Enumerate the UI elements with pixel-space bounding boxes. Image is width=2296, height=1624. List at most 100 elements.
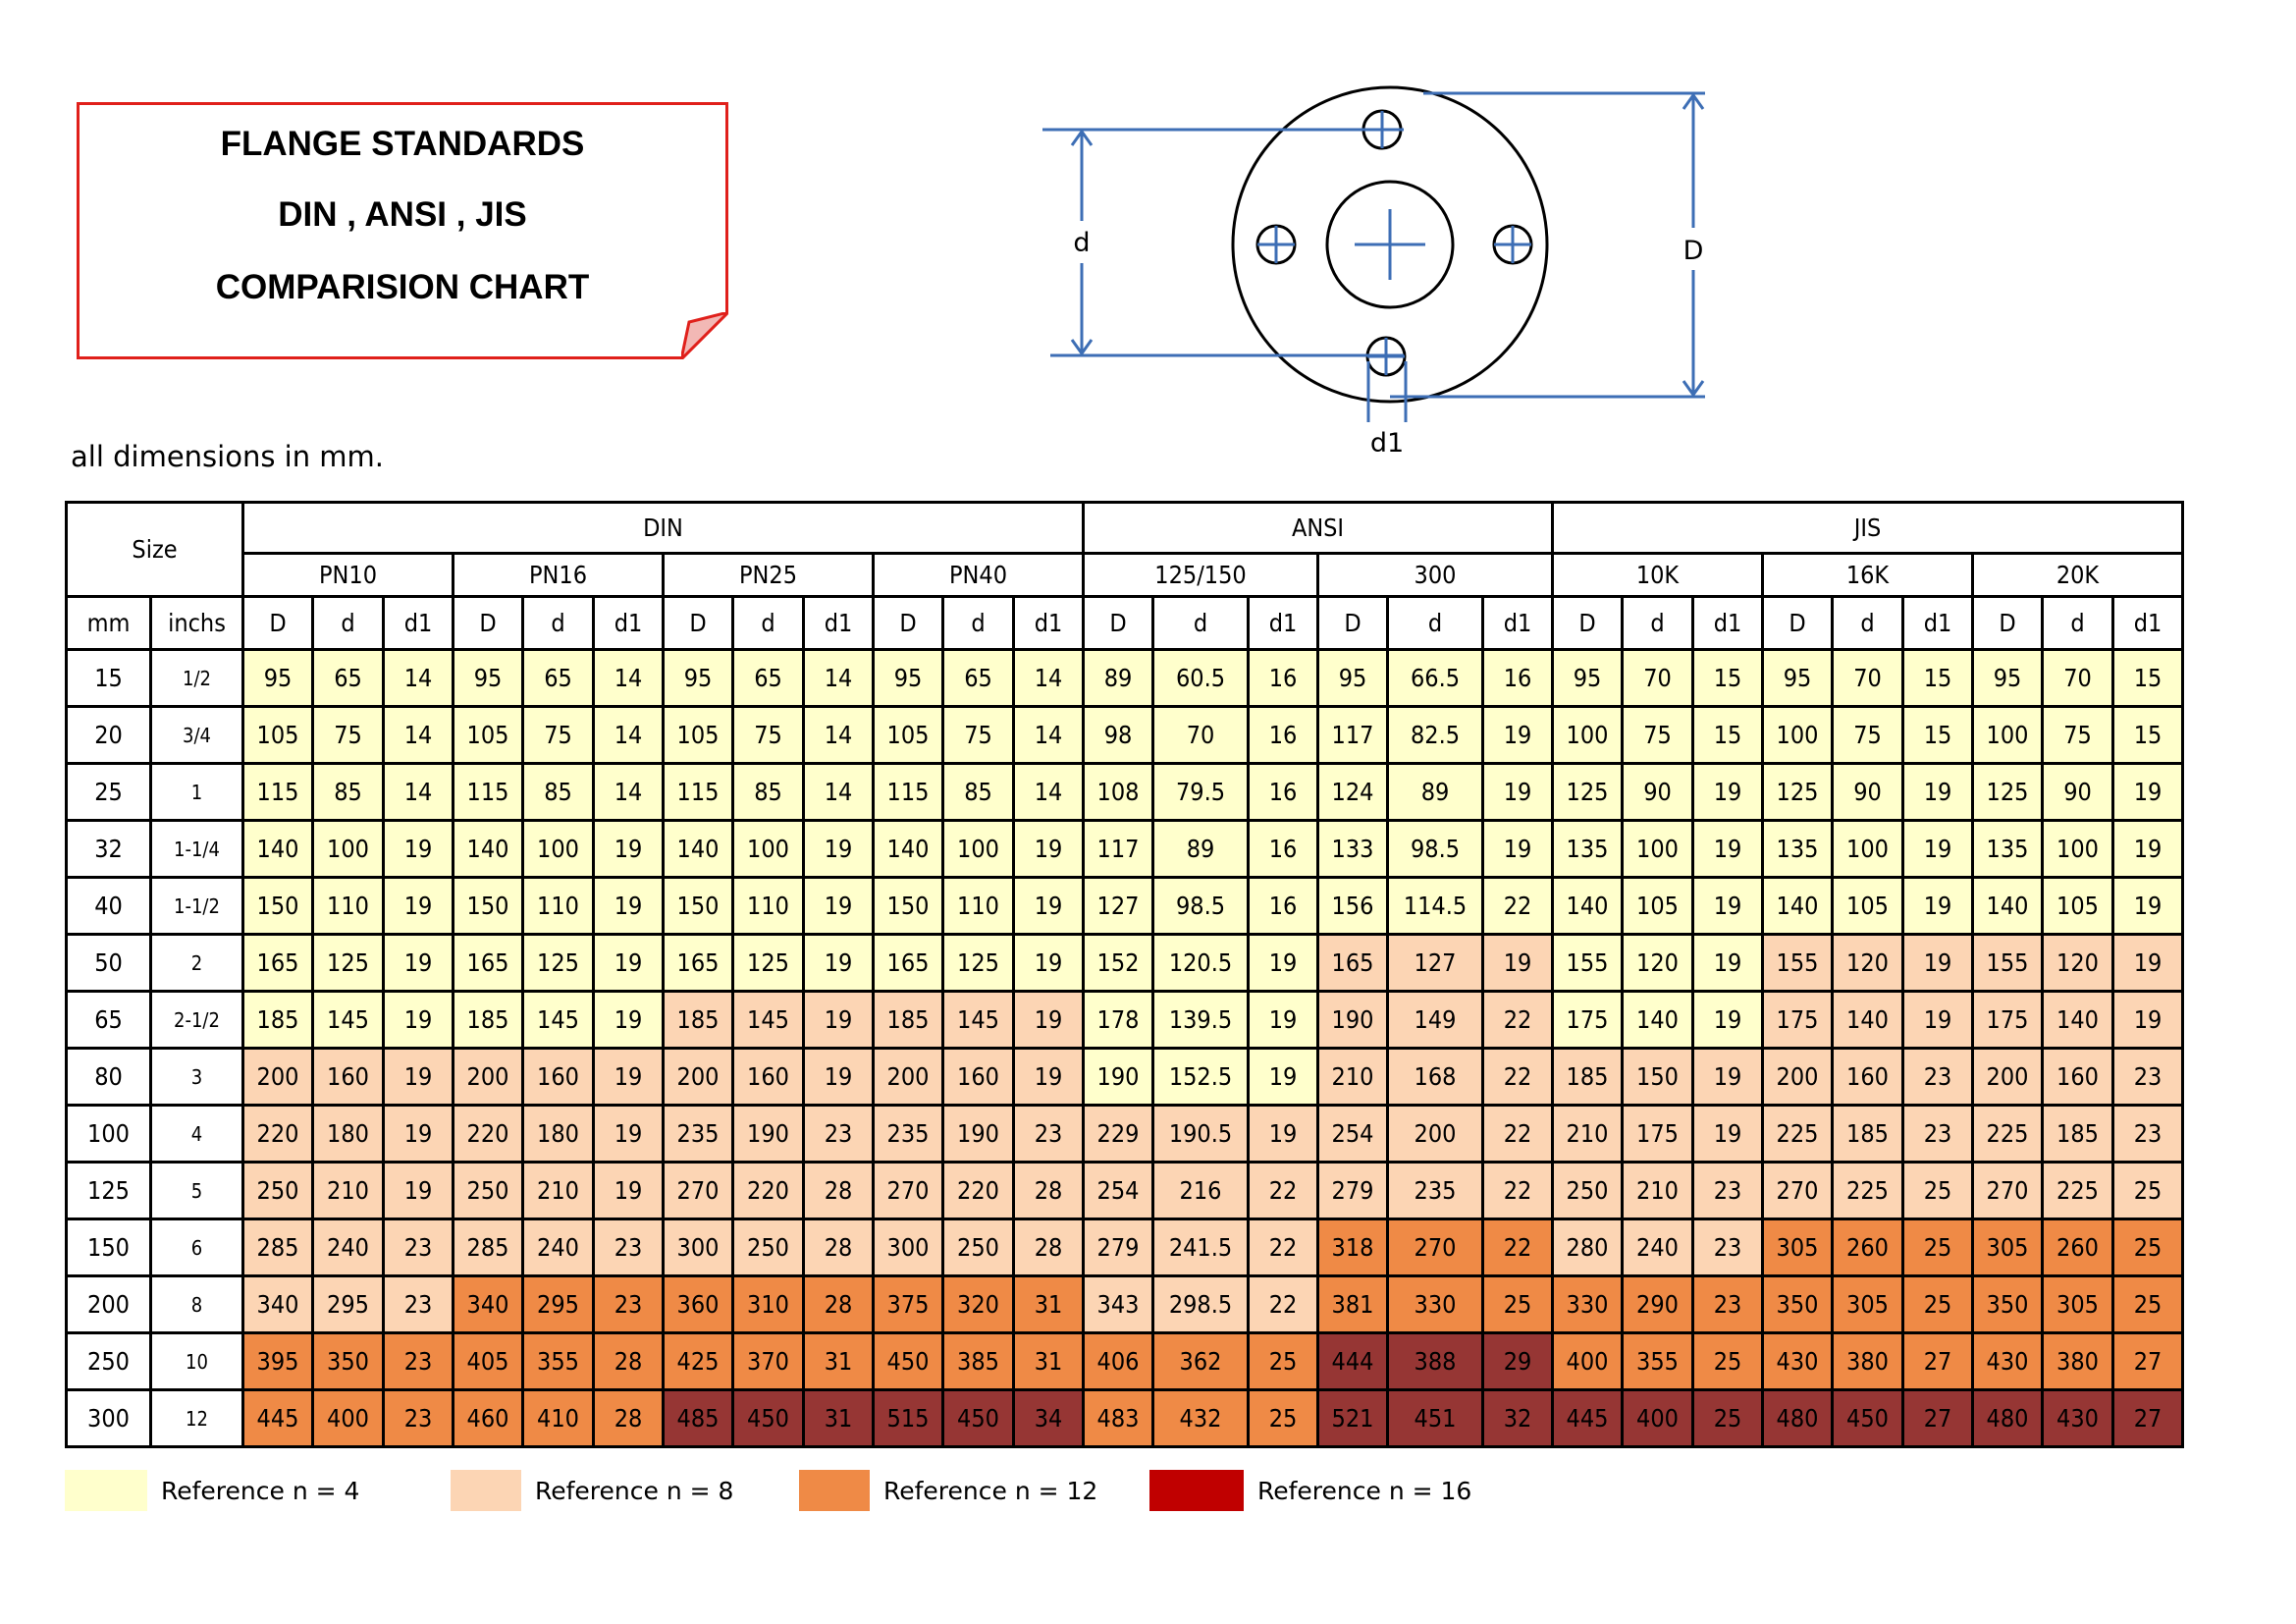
value-cell: 23 [1691,1218,1764,1277]
value-cell: 140 [1971,876,2044,936]
value-cell: 460 [452,1388,524,1448]
value-cell: 305 [2041,1274,2114,1334]
size-mm-cell: 50 [65,933,152,993]
value-cell: 200 [662,1047,734,1107]
value-cell: 105 [1621,876,1694,936]
value-cell: 240 [311,1218,385,1277]
value-cell: 22 [1247,1161,1319,1220]
value-cell: 25 [1481,1274,1554,1334]
value-cell: 295 [521,1274,595,1334]
size-mm-cell: 25 [65,762,152,822]
value-cell: 260 [1831,1218,1904,1277]
value-cell: 145 [941,990,1015,1050]
dimension-header: d1 [1247,595,1319,651]
value-cell: 115 [872,762,944,822]
value-cell: 279 [1082,1218,1154,1277]
value-cell: 330 [1551,1274,1624,1334]
value-cell: 19 [802,1047,875,1107]
value-cell: 145 [311,990,385,1050]
value-cell: 23 [802,1104,875,1164]
title-box: FLANGE STANDARDS DIN , ANSI , JIS COMPAR… [77,102,728,359]
value-cell: 444 [1316,1331,1389,1391]
value-cell: 31 [1012,1331,1085,1391]
value-cell: 125 [521,933,595,993]
dimension-header: d1 [1901,595,1974,651]
value-cell: 19 [2111,990,2184,1050]
value-cell: 140 [1621,990,1694,1050]
value-cell: 250 [941,1218,1015,1277]
value-cell: 285 [452,1218,524,1277]
value-cell: 305 [1971,1218,2044,1277]
value-cell: 23 [592,1218,665,1277]
dimension-header: d1 [1012,595,1085,651]
value-cell: 15 [1901,648,1974,708]
value-cell: 515 [872,1388,944,1448]
value-cell: 19 [802,876,875,936]
value-cell: 19 [1691,1104,1764,1164]
value-cell: 108 [1082,762,1154,822]
value-cell: 25 [2111,1274,2184,1334]
value-cell: 105 [872,705,944,765]
value-cell: 14 [382,762,454,822]
value-cell: 125 [1761,762,1834,822]
value-cell: 19 [382,1104,454,1164]
class-header: 20K [1971,552,2184,598]
value-cell: 19 [1012,819,1085,879]
value-cell: 23 [382,1274,454,1334]
header-row-classes: PN10 PN16 PN25 PN40 125/150 300 10K 16K 20K [67,552,2184,598]
table-row: 15 1/2 95 65 14 95 65 14 95 65 14 95 65 14 89 60.5 16 95 6… [65,648,2184,708]
value-cell: 22 [1481,1047,1554,1107]
size-inch-cell: 2-1/2 [149,990,244,1050]
diagram-label-D: D [1683,236,1704,266]
value-cell: 178 [1082,990,1154,1050]
inch-header: inchs [149,595,244,651]
value-cell: 19 [1901,990,1974,1050]
value-cell: 19 [1481,705,1554,765]
value-cell: 19 [1247,1047,1319,1107]
value-cell: 270 [1761,1161,1834,1220]
value-cell: 300 [662,1218,734,1277]
value-cell: 295 [311,1274,385,1334]
dimension-header: d1 [1481,595,1554,651]
value-cell: 320 [941,1274,1015,1334]
value-cell: 28 [802,1274,875,1334]
value-cell: 19 [1481,762,1554,822]
table-row: 25 1 115 85 14 115 85 14 115 85 14 115 85 14 108 79.5 16… [65,762,2184,822]
value-cell: 165 [241,933,314,993]
value-cell: 25 [1901,1218,1974,1277]
value-cell: 28 [592,1331,665,1391]
value-cell: 160 [521,1047,595,1107]
value-cell: 19 [382,990,454,1050]
legend-swatch [65,1470,147,1511]
value-cell: 343 [1082,1274,1154,1334]
value-cell: 450 [731,1388,805,1448]
value-cell: 140 [452,819,524,879]
value-cell: 450 [872,1331,944,1391]
value-cell: 98.5 [1151,876,1250,936]
value-cell: 406 [1082,1331,1154,1391]
value-cell: 110 [311,876,385,936]
value-cell: 152.5 [1151,1047,1250,1107]
value-cell: 19 [1247,990,1319,1050]
value-cell: 165 [1316,933,1389,993]
size-mm-cell: 65 [65,990,152,1050]
value-cell: 451 [1386,1388,1484,1448]
size-mm-cell: 200 [65,1274,152,1334]
value-cell: 14 [382,705,454,765]
size-inch-cell: 2 [149,933,244,993]
value-cell: 200 [1761,1047,1834,1107]
value-cell: 25 [2111,1161,2184,1220]
size-inch-cell: 10 [149,1331,244,1391]
value-cell: 16 [1481,648,1554,708]
value-cell: 140 [1761,876,1834,936]
value-cell: 445 [1551,1388,1624,1448]
value-cell: 19 [382,933,454,993]
value-cell: 185 [1551,1047,1624,1107]
value-cell: 22 [1481,1218,1554,1277]
value-cell: 25 [1691,1331,1764,1391]
value-cell: 70 [2041,648,2114,708]
size-mm-cell: 250 [65,1331,152,1391]
flange-comparison-table: Size DIN ANSI JIS PN10 PN16 PN25 PN40 125/150 300… [65,501,2184,1448]
value-cell: 19 [1901,933,1974,993]
value-cell: 240 [521,1218,595,1277]
